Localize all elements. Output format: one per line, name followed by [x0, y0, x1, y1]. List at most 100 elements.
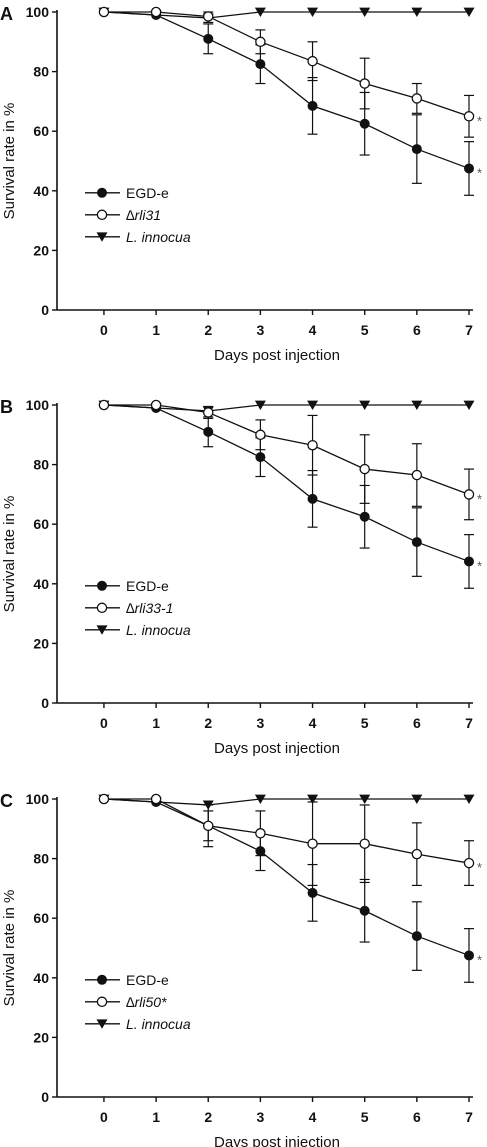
data-point-triangle	[96, 1019, 108, 1029]
x-tick-label: 0	[100, 322, 108, 338]
series-line	[103, 404, 470, 496]
chart-panel-c: C 0 20 40 60 80 100 0 1 2 3 4 5 6 7 Days post injection…	[0, 791, 482, 1147]
data-point-filled-circle	[307, 100, 318, 111]
data-point-filled-circle	[359, 118, 370, 129]
data-point-open-circle	[150, 793, 162, 805]
series-line	[103, 11, 470, 170]
data-point-triangle	[307, 7, 319, 17]
data-point-open-circle	[202, 820, 214, 832]
data-point-triangle	[463, 400, 475, 410]
series-line	[103, 798, 470, 864]
data-point-triangle	[307, 794, 319, 804]
chart-panel-b: B 0 20 40 60 80 100 0 1 2 3 4 5 6 7 Days post injection…	[0, 397, 482, 757]
y-tick-label: 60	[33, 123, 49, 139]
legend-label: L. innocua	[126, 1016, 191, 1032]
significance-star: *	[477, 165, 482, 180]
data-point-filled-circle	[464, 556, 474, 567]
x-tick-label: 0	[100, 715, 108, 731]
data-point-triangle	[411, 794, 423, 804]
x-tick-label: 2	[204, 322, 212, 338]
data-point-open-circle	[202, 407, 214, 418]
data-point-open-circle	[463, 857, 475, 869]
data-point-filled-circle	[411, 931, 422, 942]
data-point-open-circle	[307, 439, 318, 451]
data-point-open-circle	[359, 463, 370, 475]
data-point-filled-circle	[97, 974, 107, 985]
x-tick-label: 5	[361, 715, 369, 731]
data-point-triangle	[411, 400, 423, 410]
y-tick-label: 40	[33, 183, 49, 199]
data-point-filled-circle	[307, 493, 318, 504]
panel-letter: A	[0, 4, 13, 24]
data-point-open-circle	[463, 111, 475, 122]
data-point-triangle	[359, 7, 371, 17]
x-tick-label: 3	[256, 322, 264, 338]
data-point-open-circle	[96, 996, 108, 1008]
legend-label: EGD-e	[126, 578, 169, 594]
x-tick-label: 6	[413, 715, 421, 731]
data-point-open-circle	[96, 602, 108, 614]
x-axis-label: Days post injection	[214, 347, 340, 364]
data-point-triangle	[411, 7, 423, 17]
x-tick-label: 1	[152, 1109, 160, 1125]
panel-letter: B	[0, 397, 13, 417]
legend-label: L. innocua	[126, 229, 191, 245]
y-tick-label: 100	[26, 4, 50, 20]
data-point-triangle	[254, 7, 266, 17]
panel-letter: C	[0, 791, 13, 811]
data-point-filled-circle	[464, 950, 474, 961]
data-point-filled-circle	[359, 905, 370, 916]
y-axis-label: Survival rate in %	[1, 103, 18, 220]
y-tick-label: 20	[33, 1029, 49, 1045]
x-tick-label: 1	[152, 715, 160, 731]
series-line	[103, 11, 470, 117]
data-point-open-circle	[411, 469, 423, 481]
data-point-triangle	[254, 400, 266, 410]
x-tick-label: 0	[100, 1109, 108, 1125]
x-tick-label: 2	[204, 1109, 212, 1125]
data-point-triangle	[202, 800, 214, 810]
data-point-open-circle	[150, 6, 162, 18]
data-point-filled-circle	[411, 144, 422, 155]
data-point-open-circle	[255, 36, 266, 48]
y-tick-label: 20	[33, 635, 49, 651]
y-tick-label: 100	[26, 791, 50, 807]
data-point-filled-circle	[203, 33, 214, 44]
data-point-triangle	[463, 794, 475, 804]
x-tick-label: 4	[309, 715, 317, 731]
data-point-open-circle	[463, 489, 475, 500]
series-line	[103, 404, 469, 412]
y-tick-label: 80	[33, 64, 49, 80]
data-point-triangle	[359, 400, 371, 410]
x-tick-label: 3	[256, 715, 264, 731]
y-tick-label: 40	[33, 970, 49, 986]
data-point-open-circle	[359, 838, 370, 849]
data-point-open-circle	[307, 55, 318, 67]
significance-star: *	[477, 491, 482, 506]
data-point-open-circle	[359, 78, 370, 89]
x-tick-label: 7	[465, 1109, 473, 1125]
x-tick-label: 1	[152, 322, 160, 338]
chart-panel-a: A 0 20 40 60 80 100 0 1 2 3 4 5 6 7 Days post injection…	[0, 4, 482, 364]
y-tick-label: 60	[33, 910, 49, 926]
series-line	[103, 404, 470, 563]
data-point-filled-circle	[255, 452, 266, 463]
data-point-triangle	[463, 7, 475, 17]
data-point-open-circle	[307, 838, 318, 849]
data-point-triangle	[254, 794, 266, 804]
data-point-open-circle	[96, 209, 108, 221]
legend-label: ∆rli50*	[126, 994, 167, 1010]
x-tick-label: 6	[413, 322, 421, 338]
data-point-open-circle	[98, 6, 110, 18]
legend-label: EGD-e	[126, 185, 169, 201]
y-tick-label: 80	[33, 457, 49, 473]
y-axis-label: Survival rate in %	[1, 890, 18, 1007]
x-axis-label: Days post injection	[214, 1134, 340, 1147]
x-tick-label: 4	[309, 322, 317, 338]
data-point-triangle	[96, 625, 108, 635]
data-point-filled-circle	[255, 846, 266, 857]
legend-label: L. innocua	[126, 622, 191, 638]
data-point-filled-circle	[97, 580, 107, 591]
y-tick-label: 0	[41, 302, 49, 318]
data-point-filled-circle	[307, 887, 318, 898]
